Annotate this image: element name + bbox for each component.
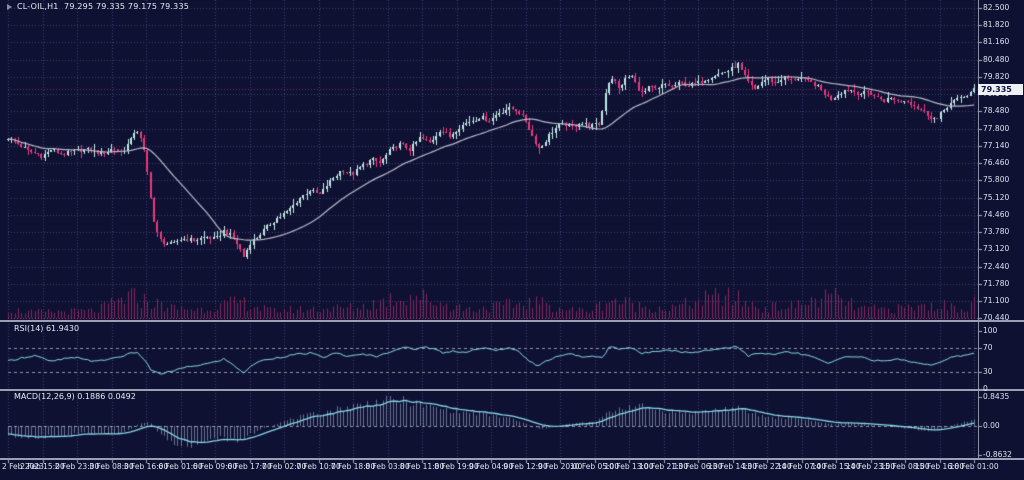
price-axis-label: 71.100: [983, 296, 1010, 306]
time-axis-label: 6 Feb 17:00: [227, 462, 272, 471]
time-axis-label: 14 Feb 23:00: [845, 462, 896, 471]
time-axis-label: 13 Feb 22:00: [742, 462, 792, 471]
price-axis-label: 77.140: [983, 140, 1010, 150]
time-axis-label: 15 Feb 08:00: [880, 462, 930, 471]
price-axis-label: 73.120: [983, 244, 1010, 254]
time-axis-label: 15 Feb 16:00: [914, 462, 965, 471]
time-axis-label: 7 Feb 10:00: [296, 462, 341, 471]
macd-indicator-label: MACD(12,26,9) 0.1886 0.0492: [14, 392, 136, 401]
time-axis-label: 9 Feb 12:00: [503, 462, 548, 471]
chart-shift-icon: [7, 4, 12, 10]
time-axis-label: 3 Feb 16:00: [123, 462, 169, 471]
price-axis-label: 78.480: [983, 106, 1010, 116]
price-axis-label: 72.440: [983, 261, 1010, 271]
price-axis-label: 75.120: [983, 192, 1010, 202]
time-axis-label: 13 Feb 06:00: [673, 462, 723, 471]
time-axis-label: 9 Feb 20:00: [537, 462, 583, 471]
price-axis-label: 76.460: [983, 158, 1010, 168]
time-axis-label: 6 Feb 01:00: [158, 462, 203, 471]
time-axis-label: 2 Feb 15:00: [20, 462, 65, 471]
macd-axis-label: 0.8435: [983, 392, 1010, 402]
price-axis-label: 74.460: [983, 209, 1010, 219]
pane-separator[interactable]: [0, 458, 1024, 460]
price-axis-label: 77.800: [983, 123, 1010, 133]
time-axis-label: 3 Feb 08:00: [89, 462, 134, 471]
price-axis-label: 81.160: [983, 37, 1010, 47]
time-axis-label: 10 Feb 21:00: [638, 462, 689, 471]
price-axis-border: [978, 0, 979, 458]
price-axis-label: 70.440: [983, 313, 1010, 322]
pane-separator[interactable]: [0, 389, 1024, 391]
time-axis-label: 7 Feb 18:00: [330, 462, 376, 471]
rsi-axis-label: 100: [983, 326, 998, 335]
time-axis-label: 16 Feb 01:00: [949, 462, 999, 471]
macd-axis-label: 0.00: [983, 421, 1000, 430]
time-axis-label: 13 Feb 14:00: [707, 462, 758, 471]
rsi-indicator-label: RSI(14) 61.9430: [14, 324, 80, 333]
time-axis-label: 10 Feb 05:00: [569, 462, 620, 471]
time-axis-label: 8 Feb 03:00: [365, 462, 410, 471]
price-axis-label: 71.780: [983, 278, 1010, 288]
price-axis-label: 73.780: [983, 227, 1010, 237]
time-axis-label: 14 Feb 15:00: [811, 462, 861, 471]
rsi-axis-label: 30: [983, 366, 993, 376]
time-axis-label: 14 Feb 07:00: [776, 462, 827, 471]
rsi-axis-label: 70: [983, 343, 993, 353]
time-axis-label: 2 Feb 23:00: [54, 462, 100, 471]
price-axis-label: 82.500: [983, 3, 1010, 12]
time-axis-label: 8 Feb 19:00: [434, 462, 479, 471]
price-axis-label: 81.820: [983, 20, 1010, 30]
time-axis-label: 7 Feb 02:00: [261, 462, 307, 471]
time-axis-label: 9 Feb 04:00: [468, 462, 514, 471]
current-price-badge: 79.335: [978, 83, 1023, 95]
rsi-axis-label: 0: [983, 384, 988, 393]
chart-title: CL-OIL,H1 79.295 79.335 79.175 79.335: [17, 2, 190, 11]
pane-separator[interactable]: [0, 320, 1024, 322]
price-axis-label: 75.800: [983, 175, 1010, 185]
macd-axis-label: -0.8632: [983, 450, 1012, 460]
time-axis-label: 10 Feb 13:00: [604, 462, 654, 471]
time-axis-label: 6 Feb 09:00: [192, 462, 238, 471]
price-axis-label: 79.820: [983, 71, 1010, 81]
time-axis-label: 2 Feb 2023: [2, 462, 44, 471]
price-axis-label: 80.480: [983, 54, 1010, 64]
time-axis-label: 8 Feb 11:00: [399, 462, 445, 471]
